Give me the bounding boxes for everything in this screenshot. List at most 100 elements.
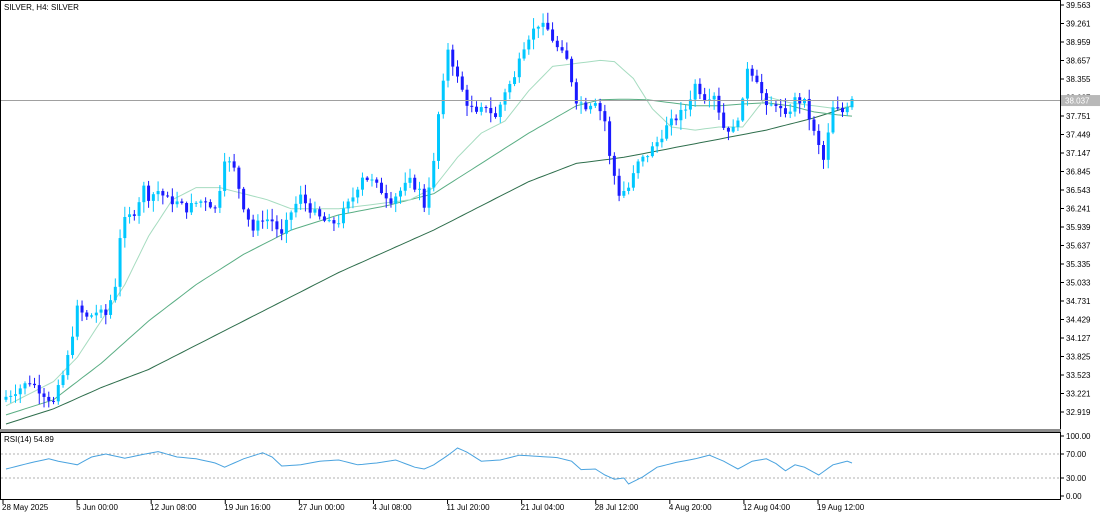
candle-body (698, 83, 702, 95)
candle-body (322, 216, 326, 221)
candle-body (769, 104, 773, 106)
candle-body (123, 216, 127, 239)
candle-body (489, 107, 493, 114)
candle-body (246, 209, 250, 220)
candle-body (532, 28, 536, 40)
candle-body (37, 385, 41, 394)
candle-body (470, 105, 474, 107)
candle-body (693, 83, 697, 100)
candle-body (446, 49, 450, 81)
candle-body (608, 121, 612, 156)
candle-body (332, 220, 336, 224)
candle-body (360, 177, 364, 190)
candle-body (736, 120, 740, 127)
candle-body (318, 209, 322, 217)
price-axis[interactable]: 39.563 39.261 38.959 38.657 38.355 38.037 37.7… (1060, 1, 1091, 417)
candle-body (113, 286, 117, 301)
price-tick-label: 32.919 (1066, 408, 1091, 417)
candle-body (494, 113, 498, 117)
candle-body (774, 104, 778, 106)
current-price-tag (1061, 95, 1100, 107)
candle-body (593, 103, 597, 106)
candle-body (208, 202, 212, 208)
candle-body (166, 195, 170, 197)
price-tick-label: 36.543 (1066, 186, 1091, 195)
ma-fast-line (5, 59, 853, 407)
candle-body (527, 39, 531, 50)
candle-body (33, 383, 37, 386)
candle-body (270, 219, 274, 222)
candle-body (669, 118, 673, 126)
price-tick-label: 37.751 (1066, 112, 1091, 121)
candle-body (128, 214, 132, 217)
candle-body (788, 111, 792, 114)
candle-body (707, 99, 711, 101)
candle-body (631, 173, 635, 188)
candle-body (365, 177, 369, 180)
candle-body (546, 22, 550, 30)
candle-body (717, 95, 721, 113)
ma-slow-line (5, 105, 853, 425)
candle-body (465, 89, 469, 106)
candle-body (817, 130, 821, 145)
candle-body (484, 107, 488, 109)
time-tick-label: 27 Jun 00:00 (298, 503, 345, 512)
candle-body (679, 109, 683, 121)
candle-body (109, 300, 113, 315)
candle-body (313, 209, 317, 213)
candle-body (132, 214, 136, 216)
candle-body (551, 29, 555, 41)
candle-body (821, 144, 825, 160)
candle-body (565, 50, 569, 59)
price-tick-label: 34.731 (1066, 297, 1091, 306)
candle-body (375, 179, 379, 183)
candle-body (90, 315, 94, 317)
candle-body (660, 138, 664, 143)
candle-body (341, 208, 345, 224)
candle-body (75, 305, 79, 337)
candle-body (384, 193, 388, 199)
candle-body (570, 58, 574, 83)
candle-body (413, 177, 417, 190)
time-tick-label: 19 Jun 16:00 (224, 503, 271, 512)
candle-body (28, 383, 32, 385)
candle-body (779, 105, 783, 109)
candle-body (422, 188, 426, 208)
candle-body (23, 383, 27, 389)
candle-body (479, 107, 483, 112)
price-tick-label: 38.355 (1066, 75, 1091, 84)
candle-body (498, 104, 502, 117)
candle-body (503, 92, 507, 105)
price-tick-label: 39.563 (1066, 1, 1091, 10)
candle-body (289, 212, 293, 220)
candle-body (589, 105, 593, 110)
candle-body (517, 58, 521, 78)
candle-body (194, 202, 198, 204)
price-tick-label: 34.127 (1066, 334, 1091, 343)
price-tick-label: 33.825 (1066, 353, 1091, 362)
candle-body (408, 177, 412, 183)
candle-body (137, 202, 141, 216)
candle-body (151, 194, 155, 201)
candle-body (764, 93, 768, 106)
candle-body (232, 161, 236, 168)
time-axis[interactable]: 28 May 2025 5 Jun 00:00 12 Jun 08:00 19 Jun… (2, 500, 865, 512)
candle-body (251, 219, 255, 231)
candle-body (712, 95, 716, 100)
candle-body (703, 94, 707, 101)
time-tick-label: 28 May 2025 (2, 503, 49, 512)
candle-body (674, 118, 678, 121)
candlesticks (4, 12, 854, 408)
candle-body (760, 82, 764, 94)
candle-body (104, 309, 108, 315)
candle-body (417, 188, 421, 190)
candle-body (475, 106, 479, 112)
candle-body (840, 107, 844, 113)
candle-body (513, 77, 517, 85)
panel-separator[interactable] (0, 429, 1061, 432)
price-tick-label: 39.261 (1066, 20, 1091, 29)
candle-body (726, 127, 730, 132)
candle-body (398, 190, 402, 197)
